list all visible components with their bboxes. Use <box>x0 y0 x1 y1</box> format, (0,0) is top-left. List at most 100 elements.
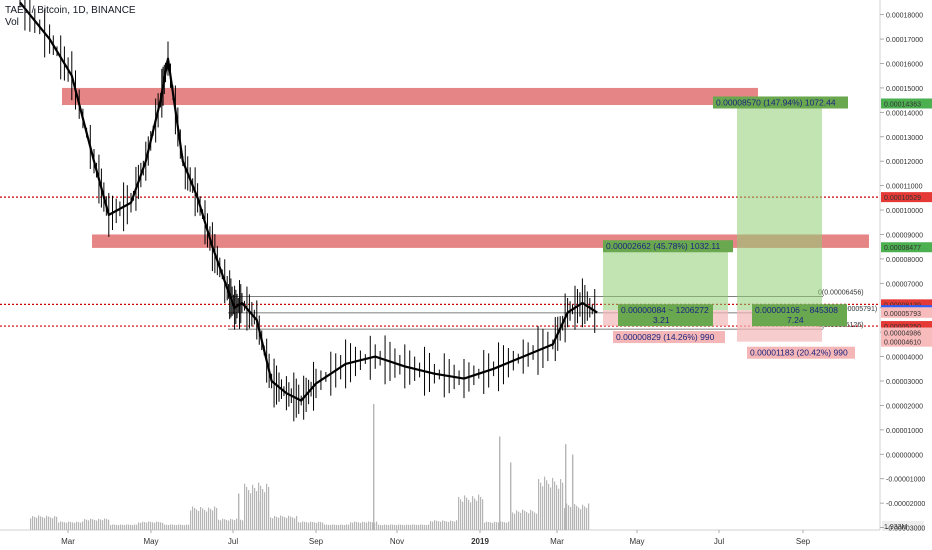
price-tick-label: 0.00010000 <box>886 208 923 215</box>
price-tag-bg <box>881 327 932 338</box>
volume-bar <box>188 524 190 530</box>
volume-bar <box>428 524 430 530</box>
volume-bar <box>574 504 576 530</box>
volume-bar <box>328 524 330 530</box>
volume-bar <box>228 520 230 530</box>
price-tick-label: 0.00017000 <box>886 37 923 44</box>
volume-bar <box>146 522 148 530</box>
volume-bar <box>178 524 180 530</box>
price-tag-bg <box>881 299 932 310</box>
price-tick-label: 0.00003000 <box>886 379 923 386</box>
horizontal-levels[interactable] <box>0 196 880 327</box>
volume-bar <box>272 518 274 530</box>
volume-bar <box>88 520 90 530</box>
volume-bar <box>298 522 300 530</box>
volume-bar <box>350 522 352 530</box>
price-axis[interactable]: 0.00018000 0.00017000 0.00016000 0.00015000… <box>880 13 925 533</box>
volume-bar <box>420 524 422 530</box>
volume-bar <box>268 486 270 530</box>
volume-bar <box>376 521 378 530</box>
volume-bar <box>526 512 528 530</box>
volume-bar <box>368 521 370 530</box>
volume-bar <box>132 525 134 530</box>
volume-bar <box>414 524 416 530</box>
volume-bar <box>432 521 434 530</box>
volume-bar <box>556 485 558 530</box>
volume-bar <box>180 524 182 530</box>
volume-bar <box>314 522 316 530</box>
volume-bar <box>464 495 466 530</box>
time-tick-label: May <box>629 537 644 546</box>
volume-bar <box>546 480 548 530</box>
volume-bar <box>42 517 44 530</box>
volume-bar <box>470 502 472 530</box>
volume-bar <box>150 521 152 530</box>
volume-bar <box>182 524 184 530</box>
volume-bar <box>184 525 186 530</box>
price-tick-label: 0.00008000 <box>886 257 923 264</box>
long-positions[interactable]: 0.00002662 (45.78%) 1032.11 0.00000084 ~ … <box>603 96 855 359</box>
volume-bar <box>154 522 156 530</box>
volume-bar <box>292 517 294 530</box>
time-axis[interactable]: Mar May Jul Sep Nov 2019 Mar May Jul Sep <box>61 530 811 546</box>
price-tick-label: 0.00001000 <box>886 428 923 435</box>
volume-bar <box>490 522 492 530</box>
volume-bar <box>554 481 556 530</box>
volume-label[interactable]: Vol <box>5 17 19 28</box>
volume-bar <box>472 496 474 530</box>
volume-bar <box>290 516 292 530</box>
volume-bar <box>202 508 204 530</box>
volume-bar <box>94 519 96 530</box>
volume-bar <box>400 524 402 530</box>
volume-bar <box>576 505 578 530</box>
volume-bar <box>498 522 500 530</box>
volume-bar <box>380 524 382 530</box>
volume-bar <box>384 524 386 530</box>
symbol-title[interactable]: TAEL / Bitcoin, 1D, BINANCE <box>5 5 136 16</box>
volume-bar <box>330 525 332 530</box>
volume-bar <box>426 525 428 530</box>
volume-bar <box>160 522 162 530</box>
volume-bar <box>204 509 206 530</box>
volume-bar <box>404 525 406 530</box>
volume-bar <box>74 522 76 530</box>
volume-bar <box>136 524 138 530</box>
price-tick-label: -0.00003000 <box>886 526 925 533</box>
volume-bar <box>462 501 464 530</box>
volume-bars: 1.933M <box>30 403 924 531</box>
volume-bar <box>446 521 448 530</box>
entry-sublabel: 7.24 <box>787 315 804 325</box>
price-tag-bg <box>881 336 932 347</box>
volume-bar <box>424 524 426 530</box>
volume-bar <box>564 508 566 530</box>
volume-bar <box>138 522 140 530</box>
volume-bar <box>332 524 334 530</box>
volume-bar <box>334 524 336 530</box>
volume-bar <box>166 524 168 530</box>
volume-bar <box>96 520 98 530</box>
volume-bar <box>444 520 446 530</box>
volume-bar <box>520 512 522 530</box>
volume-bar <box>212 510 214 530</box>
volume-bar <box>162 522 164 530</box>
volume-tag-text: 1.933M <box>884 524 908 531</box>
supply-zone-upper <box>62 87 758 106</box>
volume-bar <box>142 521 144 530</box>
volume-bar <box>226 519 228 530</box>
volume-bar <box>582 504 584 530</box>
volume-bar <box>192 506 194 530</box>
volume-bar <box>396 525 398 530</box>
volume-bar <box>244 483 246 530</box>
volume-bar <box>134 524 136 530</box>
volume-bar <box>434 520 436 530</box>
volume-bar <box>440 521 442 530</box>
price-tick-label: 0.00000000 <box>886 452 923 459</box>
volume-bar <box>36 517 38 530</box>
volume-bar <box>580 509 582 530</box>
volume-bar <box>62 521 64 530</box>
stop-label-bg <box>747 346 855 359</box>
volume-bar <box>186 524 188 530</box>
volume-bar <box>322 522 324 530</box>
volume-bar <box>374 522 376 530</box>
